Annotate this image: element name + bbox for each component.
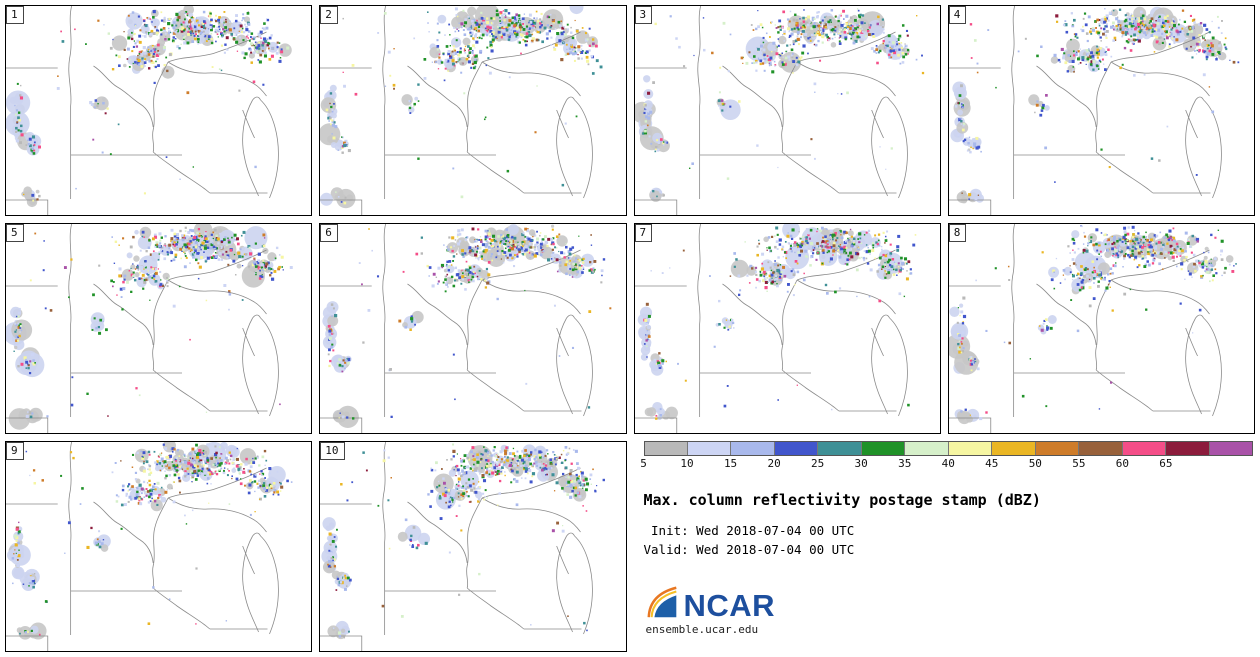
colorbar-segment	[1079, 442, 1123, 455]
colorbar-tick: 20	[767, 457, 781, 470]
colorbar-segment	[1166, 442, 1210, 455]
reflectivity-map	[320, 224, 612, 433]
colorbar-segment	[861, 442, 906, 455]
reflectivity-map	[320, 442, 606, 651]
colorbar-segment	[1209, 442, 1253, 455]
colorbar-segment	[905, 442, 949, 455]
colorbar-tick: 50	[1028, 457, 1042, 470]
panel-number-label: 5	[6, 224, 24, 242]
colorbar-tick: 55	[1072, 457, 1086, 470]
panel-number-label: 8	[948, 224, 967, 242]
colorbar	[643, 441, 1253, 456]
colorbar-tick: 60	[1115, 457, 1130, 470]
colorbar-segment	[948, 442, 993, 455]
ensemble-member-panel-5: 5	[5, 223, 313, 434]
ncar-logo: NCAR	[644, 583, 1254, 621]
colorbar-segment	[731, 442, 775, 455]
panel-number-label: 3	[634, 6, 653, 24]
colorbar-segment	[992, 442, 1036, 455]
ensemble-member-panel-2: 2	[319, 5, 627, 216]
site-url: ensemble.ucar.edu	[645, 623, 759, 636]
reflectivity-map	[634, 6, 924, 215]
colorbar-segment	[644, 442, 688, 455]
ensemble-member-panel-9: 9	[5, 441, 313, 652]
valid-time: Valid: Wed 2018-07-04 00 UTC	[643, 542, 855, 557]
colorbar-segment	[1122, 442, 1167, 455]
colorbar-tick: 15	[723, 457, 738, 470]
panel-number-label: 4	[948, 6, 967, 24]
colorbar-tick: 25	[811, 457, 825, 470]
ncar-wordmark: NCAR	[683, 588, 776, 623]
ensemble-member-panel-3: 3	[633, 5, 941, 216]
reflectivity-map	[6, 442, 293, 651]
panel-number-label: 10	[320, 442, 345, 460]
ensemble-member-panel-10: 10	[319, 441, 627, 652]
reflectivity-map	[320, 6, 603, 215]
init-time: Init: Wed 2018-07-04 00 UTC	[643, 523, 855, 538]
colorbar-tick: 5	[640, 457, 647, 470]
ensemble-member-panel-4: 4	[947, 5, 1255, 216]
colorbar-tick: 40	[941, 457, 955, 470]
ensemble-member-panel-8: 8	[947, 223, 1255, 434]
ensemble-member-panel-7: 7	[633, 223, 941, 434]
ncar-swoosh-icon	[647, 586, 677, 618]
colorbar-tick: 35	[898, 457, 912, 470]
colorbar-ticks: 5 10 15 20 25 30 35 40 45 50 55 60 65	[640, 456, 1254, 471]
panel-number-label: 1	[6, 6, 24, 24]
panel-number-label: 6	[320, 224, 338, 242]
colorbar-tick: 65	[1159, 457, 1173, 470]
colorbar-segment	[687, 442, 732, 455]
reflectivity-map	[6, 224, 293, 433]
colorbar-tick: 45	[985, 457, 999, 470]
colorbar-segment	[1035, 442, 1080, 455]
reflectivity-map	[948, 6, 1239, 215]
ensemble-member-panel-1: 1	[5, 5, 313, 216]
colorbar-segment	[774, 442, 819, 455]
colorbar-segment	[818, 442, 862, 455]
plot-title: Max. column reflectivity postage stamp (…	[643, 491, 1041, 509]
panel-number-label: 2	[320, 6, 338, 24]
panel-number-label: 7	[634, 224, 653, 242]
colorbar-tick: 10	[680, 457, 694, 470]
legend-area: 5 10 15 20 25 30 35 40 45 50 55 60 65 Max. column re…	[634, 441, 1256, 652]
reflectivity-map	[6, 6, 292, 215]
reflectivity-map	[948, 224, 1237, 433]
ensemble-member-panel-6: 6	[319, 223, 627, 434]
reflectivity-map	[634, 224, 916, 433]
panel-number-label: 9	[6, 442, 24, 460]
colorbar-tick: 30	[854, 457, 868, 470]
